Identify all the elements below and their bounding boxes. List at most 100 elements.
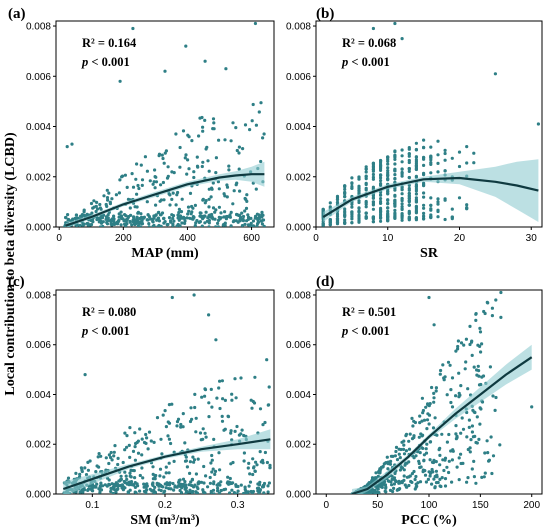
confidence-band: [352, 344, 532, 494]
scatter-point: [438, 453, 442, 457]
scatter-point: [251, 219, 256, 223]
plot-area: [62, 293, 272, 494]
scatter-point: [114, 193, 118, 197]
scatter-point: [164, 471, 168, 475]
scatter-point: [179, 425, 183, 429]
scatter-point: [213, 210, 217, 214]
scatter-point: [443, 484, 448, 488]
scatter-point: [434, 481, 439, 485]
scatter-point: [187, 135, 191, 139]
scatter-point: [375, 490, 379, 494]
scatter-point: [385, 455, 389, 459]
scatter-point: [203, 59, 207, 63]
scatter-point: [456, 339, 460, 343]
scatter-point: [168, 203, 172, 207]
scatter-point: [478, 330, 483, 334]
scatter-point: [191, 455, 195, 459]
scatter-point: [128, 455, 132, 459]
scatter-point: [246, 213, 250, 217]
confidence-band: [63, 429, 271, 494]
x-axis-title: SR: [420, 246, 439, 261]
scatter-point: [207, 415, 211, 419]
scatter-point: [472, 365, 476, 369]
scatter-point: [99, 488, 104, 492]
scatter-point: [193, 405, 197, 410]
scatter-point: [197, 134, 201, 138]
panel-letter: (a): [8, 6, 26, 22]
scatter-point: [350, 202, 354, 206]
scatter-point: [465, 145, 469, 149]
scatter-point: [400, 218, 404, 222]
scatter-point: [414, 147, 418, 152]
scatter-point: [335, 194, 340, 198]
r-squared-label: R² = 0.501: [342, 305, 396, 319]
scatter-point: [464, 337, 468, 341]
scatter-point: [187, 490, 192, 494]
scatter-point: [128, 206, 132, 210]
scatter-point: [209, 387, 213, 391]
scatter-point: [216, 483, 220, 487]
scatter-point: [154, 473, 158, 478]
scatter-point: [64, 216, 68, 220]
scatter-point: [217, 138, 221, 142]
scatter-point: [228, 491, 232, 494]
scatter-point: [343, 207, 347, 211]
scatter-point: [258, 407, 263, 411]
scatter-point: [430, 467, 434, 472]
scatter-point: [207, 225, 211, 227]
scatter-point: [123, 481, 127, 485]
scatter-point: [131, 468, 135, 473]
scatter-point: [405, 475, 409, 479]
scatter-point: [227, 164, 231, 168]
scatter-point: [174, 203, 178, 207]
scatter-point: [261, 213, 265, 217]
scatter-point: [193, 392, 197, 396]
scatter-point: [226, 475, 230, 479]
scatter-point: [436, 153, 440, 157]
scatter-point: [436, 139, 440, 143]
x-tick-label: 100: [421, 500, 438, 511]
scatter-point: [120, 483, 124, 487]
scatter-point: [422, 458, 426, 462]
scatter-point: [486, 301, 490, 305]
scatter-point: [450, 458, 454, 462]
scatter-point: [211, 206, 216, 210]
scatter-point: [446, 360, 451, 364]
scatter-point: [350, 205, 354, 209]
scatter-point: [206, 485, 210, 489]
scatter-point: [443, 375, 447, 379]
scatter-point: [436, 170, 440, 174]
x-tick-label: 600: [243, 233, 260, 244]
scatter-point: [163, 151, 167, 155]
scatter-point: [343, 211, 347, 215]
scatter-point: [183, 156, 187, 160]
scatter-point: [214, 156, 218, 160]
scatter-point: [386, 206, 390, 210]
scatter-point: [86, 488, 90, 492]
scatter-point: [167, 421, 172, 425]
scatter-point: [440, 432, 444, 436]
scatter-point: [147, 215, 151, 219]
scatter-point: [203, 431, 207, 435]
scatter-point: [427, 470, 431, 474]
scatter-point: [328, 201, 332, 205]
scatter-point: [434, 460, 438, 464]
scatter-point: [429, 213, 433, 217]
scatter-point: [194, 430, 198, 434]
scatter-point: [197, 481, 201, 485]
scatter-point: [222, 192, 226, 196]
scatter-point: [407, 154, 411, 158]
scatter-point: [392, 476, 397, 480]
scatter-point: [153, 485, 157, 489]
scatter-point: [136, 183, 140, 188]
scatter-point: [423, 473, 428, 477]
scatter-point: [105, 188, 109, 192]
scatter-point: [371, 207, 375, 211]
scatter-point: [105, 222, 110, 226]
scatter-point: [433, 485, 437, 489]
scatter-point: [357, 206, 361, 210]
scatter-point: [459, 341, 464, 345]
scatter-point: [207, 401, 211, 405]
panel-letter: (d): [316, 274, 334, 290]
scatter-point: [393, 177, 397, 181]
